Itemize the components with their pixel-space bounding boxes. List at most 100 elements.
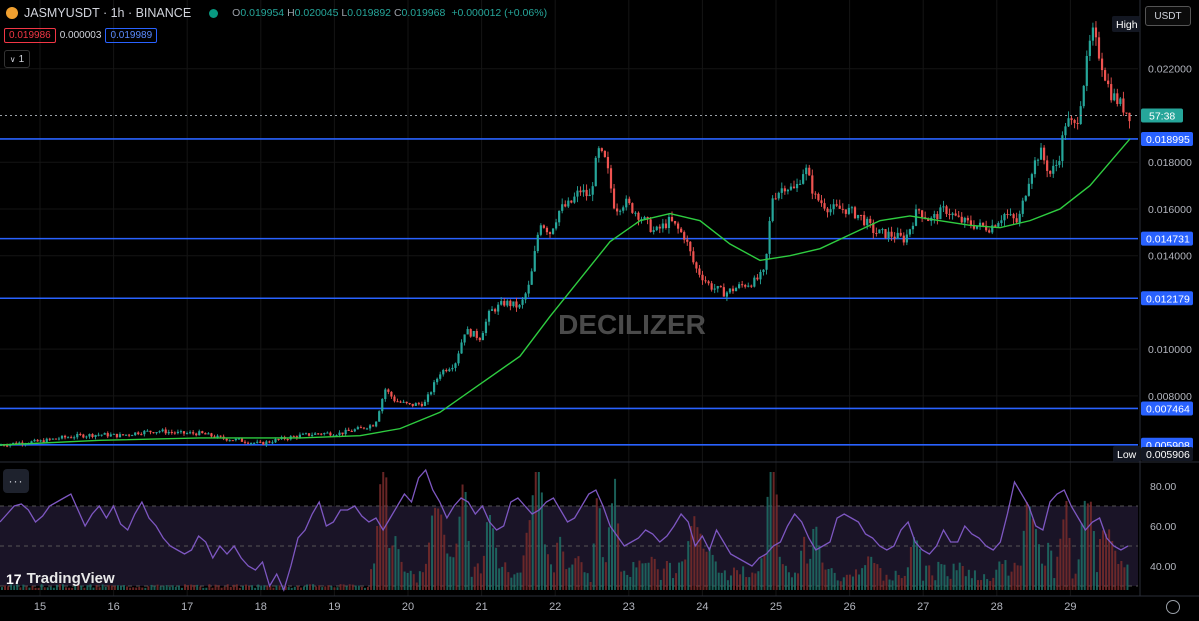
candle-body — [933, 214, 936, 218]
volume-bar — [1010, 571, 1013, 590]
volume-bar — [550, 564, 552, 590]
volume-bar — [1047, 542, 1050, 590]
volume-bar — [278, 585, 281, 590]
candle-body — [722, 287, 725, 297]
candle-body — [439, 374, 442, 379]
candle-body — [118, 434, 122, 438]
candle-body — [625, 198, 628, 208]
candle-body — [1012, 214, 1015, 219]
volume-bar — [418, 571, 421, 590]
volume-bar — [80, 585, 83, 590]
sell-price-button[interactable]: 0.019986 — [4, 28, 56, 43]
volume-bar — [98, 587, 101, 590]
volume-bar — [74, 586, 77, 590]
candle-body — [619, 210, 622, 212]
candle-body — [457, 353, 460, 364]
symbol-title[interactable]: JASMYUSDT · 1h · BINANCE — [24, 6, 192, 20]
candle-body — [70, 437, 73, 439]
volume-bar — [772, 472, 775, 590]
current-price-label: 57:38 — [1149, 110, 1175, 122]
candle-body — [494, 309, 497, 312]
volume-bar — [68, 587, 71, 590]
volume-bar — [1050, 550, 1053, 590]
volume-bar — [1077, 559, 1080, 590]
candle-body — [972, 225, 976, 229]
candle-body — [323, 433, 326, 435]
volume-bar — [928, 565, 931, 590]
market-status-icon[interactable] — [209, 8, 219, 18]
volume-bar — [1013, 562, 1016, 590]
candle-body — [762, 269, 765, 272]
volume-bar — [4, 585, 7, 590]
candle-body — [1021, 200, 1024, 214]
candle-body — [850, 207, 854, 209]
candle-body — [1104, 70, 1107, 81]
volume-bar — [299, 587, 302, 590]
candle-body — [82, 434, 85, 438]
volume-bar — [43, 587, 46, 590]
more-options-button[interactable]: ··· — [3, 469, 29, 493]
currency-select[interactable]: USDT — [1145, 6, 1191, 26]
candle-body — [573, 196, 576, 203]
volume-bar — [321, 587, 324, 590]
volume-bar — [553, 572, 556, 590]
moving-average-line — [0, 138, 1131, 446]
volume-bar — [174, 586, 177, 590]
candle-body — [228, 440, 231, 442]
volume-bar — [421, 572, 424, 590]
volume-bar — [77, 584, 80, 590]
volume-bar — [31, 585, 34, 590]
buy-price-button[interactable]: 0.019989 — [105, 28, 158, 43]
candle-body — [509, 300, 512, 307]
x-tick-label: 22 — [549, 601, 561, 613]
volume-bar — [775, 494, 778, 590]
candle-body — [948, 213, 951, 216]
candle-body — [786, 189, 789, 192]
volume-bar — [797, 573, 800, 590]
volume-bar — [229, 586, 232, 590]
volume-bar — [58, 584, 61, 590]
candle-body — [423, 401, 427, 406]
candle-body — [835, 204, 838, 206]
candle-body — [234, 438, 237, 441]
volume-bar — [912, 537, 915, 590]
gear-icon[interactable] — [1166, 600, 1180, 614]
candle-body — [259, 441, 262, 443]
volume-bar — [815, 526, 818, 590]
candle-body — [94, 434, 97, 438]
volume-bar — [830, 568, 833, 590]
candle-body — [42, 440, 45, 443]
volume-bar — [833, 572, 836, 590]
volume-bar — [339, 584, 342, 590]
volume-bar — [214, 584, 217, 590]
candle-body — [777, 192, 780, 199]
rsi-line — [0, 468, 1129, 592]
candle-body — [1113, 93, 1116, 101]
candle-body — [1036, 159, 1040, 161]
candle-body — [896, 232, 899, 239]
candle-body — [1046, 160, 1049, 171]
interval-toggle-button[interactable]: ∨ 1 — [4, 50, 30, 68]
volume-bar — [607, 527, 610, 590]
volume-bar — [684, 559, 687, 590]
candle-body — [155, 432, 158, 434]
candle-body — [698, 268, 701, 275]
candle-body — [719, 286, 722, 288]
volume-bar — [1074, 573, 1077, 590]
candle-body — [780, 188, 783, 193]
candle-body — [536, 234, 539, 252]
candle-body — [841, 208, 844, 210]
volume-bar — [739, 574, 742, 590]
volume-bar — [1019, 565, 1022, 590]
candle-body — [744, 285, 747, 287]
candle-body — [201, 431, 204, 434]
volume-bar — [818, 545, 821, 590]
volume-bar — [583, 572, 586, 590]
volume-bar — [1004, 560, 1007, 590]
candle-body — [594, 157, 597, 187]
volume-bar — [232, 584, 235, 590]
candle-body — [18, 442, 21, 445]
candle-body — [655, 226, 658, 231]
volume-bar — [989, 580, 992, 590]
